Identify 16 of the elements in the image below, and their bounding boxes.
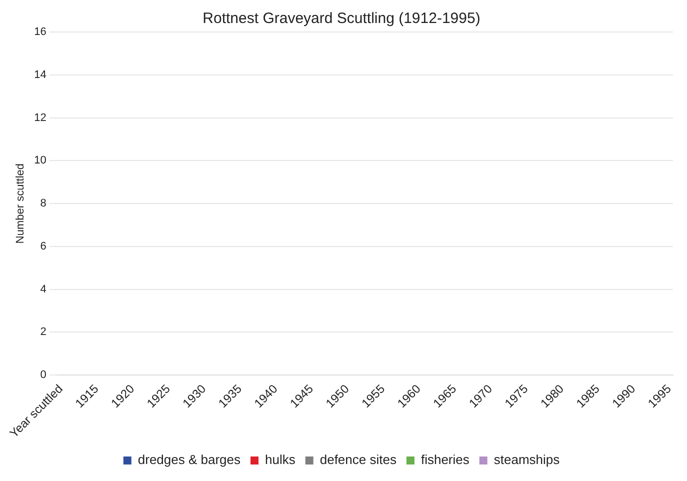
y-tick-label: 16	[34, 26, 46, 38]
legend-label: fisheries	[420, 452, 470, 468]
y-tick-label: 10	[34, 154, 46, 167]
y-tick-label: 12	[34, 112, 46, 124]
legend-label: defence sites	[320, 452, 397, 468]
y-tick-label: 0	[40, 369, 46, 382]
y-tick-label: 8	[40, 198, 46, 210]
legend-label: hulks	[265, 452, 296, 468]
y-tick-label: 6	[40, 240, 46, 252]
chart-title: Rottnest Graveyard Scuttling (1912-1995)	[202, 10, 480, 28]
y-tick-label: 2	[40, 326, 46, 338]
legend-label: dredges & barges	[138, 452, 242, 468]
y-tick-label: 4	[40, 283, 46, 296]
y-axis-title: Number scuttled	[14, 163, 27, 244]
legend-label: steamships	[494, 452, 560, 468]
y-tick-label: 14	[34, 68, 46, 81]
